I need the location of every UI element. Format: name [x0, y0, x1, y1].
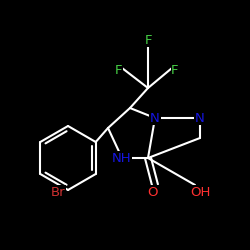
Text: F: F [144, 34, 152, 46]
Text: F: F [171, 64, 179, 76]
Text: F: F [115, 64, 123, 76]
Text: OH: OH [190, 186, 210, 198]
Text: N: N [195, 112, 205, 124]
Text: N: N [150, 112, 160, 124]
Text: NH: NH [112, 152, 132, 164]
Text: O: O [148, 186, 158, 198]
Text: Br: Br [51, 186, 65, 198]
